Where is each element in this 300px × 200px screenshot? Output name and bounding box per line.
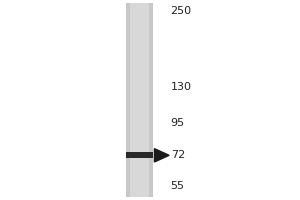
- Bar: [126, 152, 153, 158]
- Text: 72: 72: [171, 150, 185, 160]
- Bar: [130, 3, 149, 197]
- Polygon shape: [154, 149, 169, 162]
- Text: 95: 95: [171, 118, 185, 128]
- Text: 250: 250: [171, 6, 192, 16]
- Bar: [126, 3, 153, 197]
- Text: 130: 130: [171, 82, 192, 92]
- Text: 55: 55: [171, 181, 184, 191]
